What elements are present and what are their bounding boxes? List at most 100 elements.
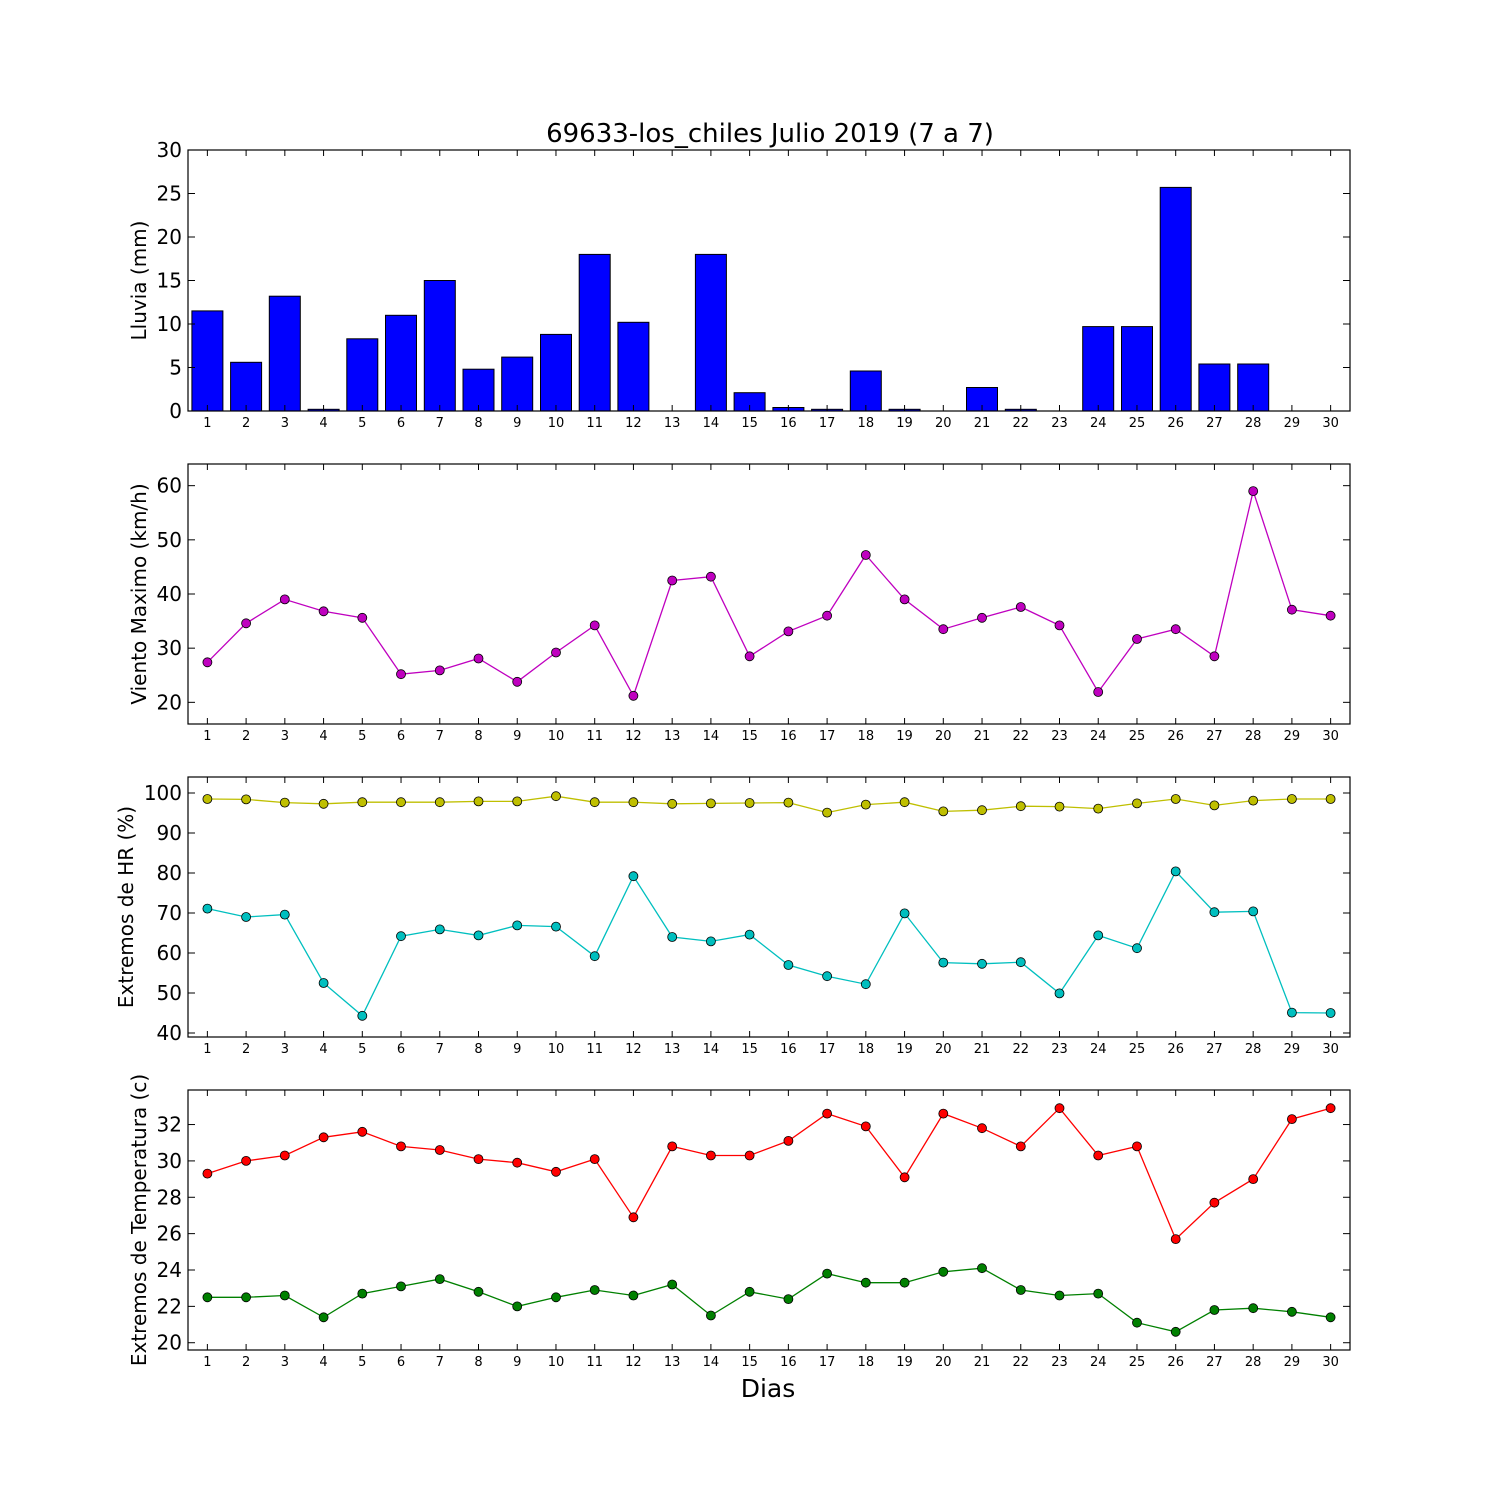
x-tick-label: 24: [1090, 1355, 1107, 1370]
wind-max-point: [1170, 624, 1181, 635]
x-tick-label: 15: [741, 416, 758, 431]
wind-max-point: [1287, 604, 1297, 615]
hr-max-point: [1287, 794, 1297, 804]
x-tick-label: 20: [935, 1355, 952, 1370]
x-tick-label: 11: [586, 1042, 603, 1057]
wind-max-point: [783, 626, 794, 637]
wind-max-point: [1325, 610, 1336, 621]
hr-min-point: [1132, 943, 1142, 954]
rain-bar: [191, 310, 224, 412]
temp-min-point: [1170, 1326, 1181, 1337]
x-tick-label: 19: [896, 1355, 913, 1370]
y-tick-label: 60: [157, 474, 182, 498]
hr-max-point: [1325, 794, 1336, 804]
y-tick-label: 20: [157, 225, 182, 249]
x-tick-label: 3: [281, 729, 289, 744]
x-tick-label: 19: [896, 729, 913, 744]
hr-min-point: [1209, 907, 1220, 918]
x-tick-label: 28: [1245, 1042, 1262, 1057]
temp-min-point: [512, 1301, 523, 1312]
x-tick-label: 29: [1284, 729, 1301, 744]
x-tick-label: 4: [319, 729, 327, 744]
wind-max-point: [822, 610, 832, 621]
x-tick-label: 25: [1129, 1042, 1146, 1057]
y-tick-label: 60: [157, 941, 182, 965]
x-tick-label: 8: [474, 729, 482, 744]
temp-max-point: [628, 1212, 639, 1223]
temp-max-point: [1325, 1103, 1336, 1114]
wind-max-point: [202, 657, 213, 668]
hr-max-point: [512, 796, 523, 807]
rain-bar: [1198, 363, 1231, 412]
temp-max-point: [1093, 1150, 1104, 1161]
hr-max-point: [1248, 795, 1259, 806]
hr-max-point: [667, 798, 678, 809]
temp-max-point: [1054, 1103, 1065, 1114]
hr-min-line: [207, 870, 1331, 1017]
hr-max-point: [396, 797, 406, 808]
wind-max-point: [279, 594, 290, 605]
x-tick-label: 18: [858, 1355, 875, 1370]
temp-max-point: [318, 1132, 329, 1143]
x-tick-label: 23: [1051, 416, 1068, 431]
hr-min-point: [1248, 906, 1259, 917]
temp-min-point: [977, 1263, 987, 1274]
rain-bar: [462, 368, 495, 412]
hr-min-point: [706, 936, 716, 947]
hr-min-point: [860, 979, 871, 990]
hr-min-point: [1015, 957, 1026, 968]
rain-bar: [1237, 363, 1270, 412]
x-tick-label: 7: [436, 729, 444, 744]
x-tick-label: 30: [1322, 1355, 1339, 1370]
hr-max-point: [551, 791, 561, 802]
hr-max-point: [434, 797, 445, 808]
wind-max-point: [434, 665, 445, 676]
y-tick-label: 80: [157, 861, 182, 885]
wind-max-point: [1132, 634, 1142, 644]
x-tick-label: 2: [242, 1042, 250, 1057]
hr-min-point: [1170, 866, 1181, 877]
x-tick-label: 2: [242, 729, 250, 744]
plot-frame: [187, 1089, 1351, 1351]
x-tick-label: 6: [397, 1355, 405, 1370]
x-tick-label: 1: [203, 1355, 211, 1370]
temp-min-point: [1209, 1305, 1220, 1315]
y-tick-label: 28: [157, 1185, 182, 1209]
temp-max-point: [473, 1154, 484, 1164]
hr-min-point: [396, 931, 406, 942]
hr-min-point: [744, 929, 755, 940]
hr-max-point: [783, 797, 794, 808]
temp-max-point: [899, 1172, 910, 1183]
hr-min-point: [1287, 1007, 1297, 1018]
hr-max-point: [1015, 801, 1026, 812]
hr-max-line: [207, 795, 1331, 814]
y-tick-label: 20: [157, 690, 182, 714]
x-tick-label: 6: [397, 416, 405, 431]
wind-y-axis-label: Viento Maximo (km/h): [127, 483, 151, 704]
x-tick-label: 21: [974, 729, 991, 744]
temp-min-point: [628, 1290, 639, 1301]
x-tick-label: 7: [436, 1355, 444, 1370]
temp-min-point: [1054, 1290, 1065, 1301]
x-tick-label: 6: [397, 729, 405, 744]
x-tick-label: 23: [1051, 1042, 1068, 1057]
temp-min-point: [473, 1286, 484, 1297]
wind-max-point: [473, 653, 484, 664]
rain-bar: [385, 314, 417, 412]
hr-max-point: [977, 805, 987, 816]
x-tick-label: 10: [548, 1042, 565, 1057]
temp-min-point: [279, 1290, 290, 1301]
x-tick-label: 5: [358, 729, 366, 744]
x-tick-label: 27: [1206, 1355, 1223, 1370]
x-tick-label: 4: [319, 416, 327, 431]
temp-min-point: [357, 1288, 368, 1299]
wind-max-point: [899, 594, 910, 605]
x-tick-label: 25: [1129, 729, 1146, 744]
temp-min-point: [589, 1285, 600, 1295]
wind-max-point: [396, 669, 406, 680]
y-tick-label: 25: [157, 182, 182, 206]
x-tick-label: 13: [664, 416, 681, 431]
